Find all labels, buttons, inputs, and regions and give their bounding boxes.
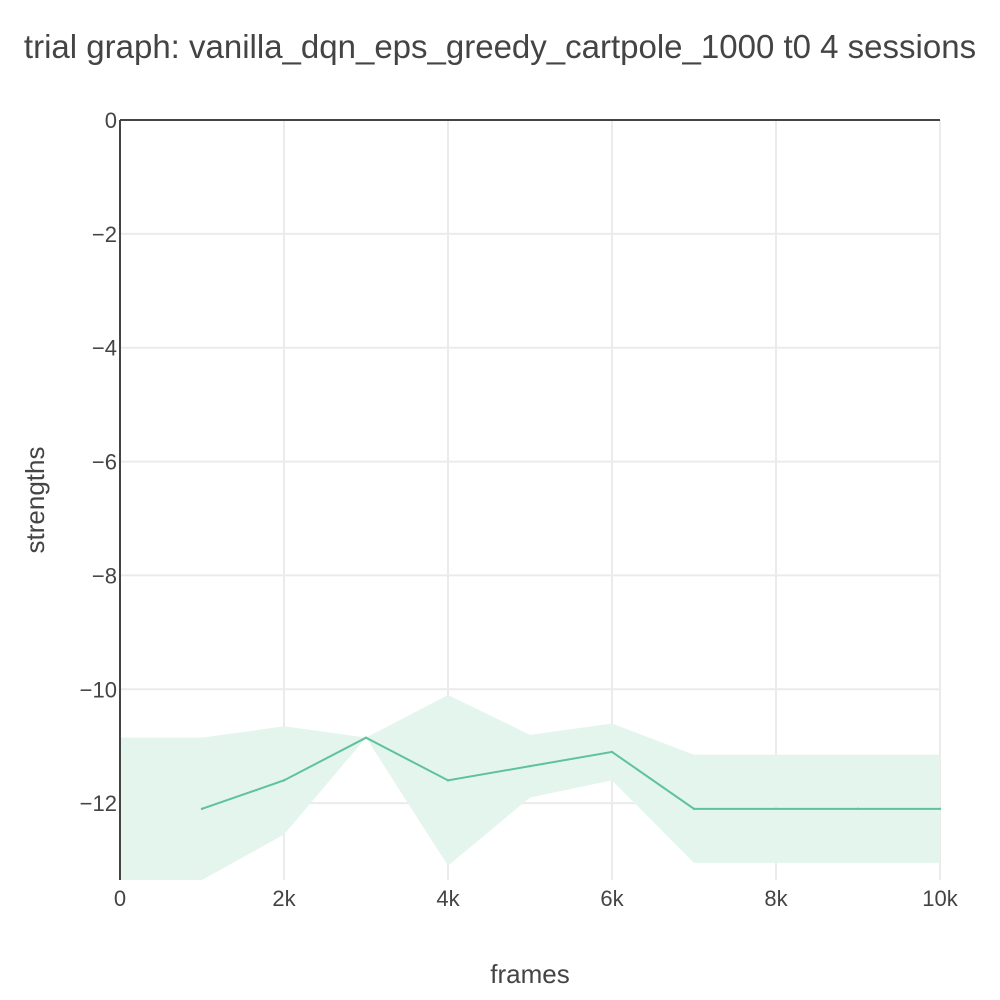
x-tick-label: 4k (436, 886, 460, 911)
confidence-band (120, 694, 940, 880)
series-line-layer (200, 736, 942, 811)
x-tick-label: 6k (600, 886, 624, 911)
series-line (201, 736, 940, 810)
y-tick-label: 0 (105, 108, 117, 133)
x-axis-title: frames (490, 959, 569, 989)
data-point (364, 736, 368, 739)
data-point (692, 807, 696, 811)
data-point (938, 807, 942, 811)
x-tick-label: 2k (272, 886, 296, 911)
y-tick-label: −4 (92, 336, 117, 361)
x-tick-label: 8k (764, 886, 788, 911)
data-point (200, 807, 204, 811)
data-point (856, 807, 860, 811)
y-tick-label: −12 (80, 791, 117, 816)
axis-layer (119, 119, 940, 880)
data-point (528, 764, 532, 768)
y-axis-title: strengths (20, 447, 50, 554)
tick-label-layer: 0 2k 4k 6k 8k 10k 0 −2 −4 −6 −8 −10 −12 (80, 108, 959, 911)
y-tick-label: −6 (92, 450, 117, 475)
x-tick-label: 0 (114, 886, 126, 911)
data-point (610, 750, 614, 754)
y-tick-label: −2 (92, 222, 117, 247)
chart-title: trial graph: vanilla_dqn_eps_greedy_cart… (23, 28, 977, 65)
y-tick-label: −10 (80, 677, 117, 702)
confidence-band-layer (120, 694, 940, 880)
data-point (446, 779, 450, 782)
data-point (774, 807, 778, 811)
x-tick-label: 10k (922, 886, 958, 911)
data-point (282, 779, 286, 782)
y-tick-label: −8 (92, 563, 117, 588)
